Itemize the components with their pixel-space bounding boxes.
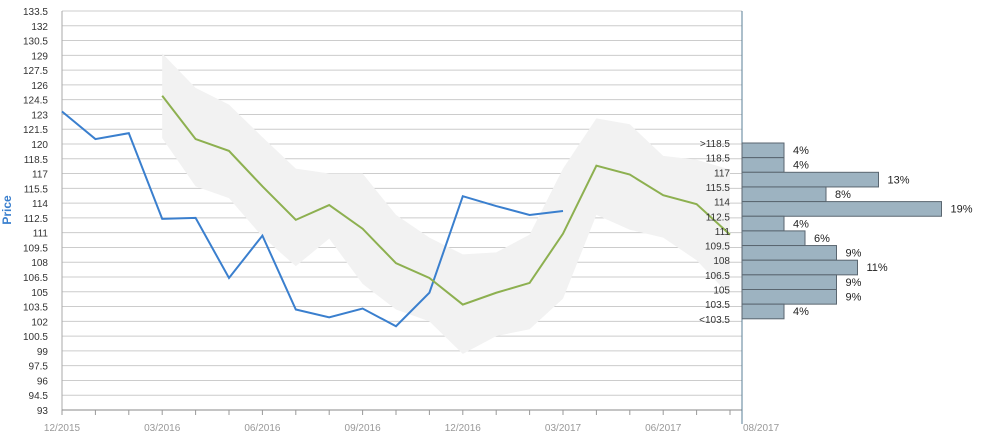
series-line-2 [161, 95, 731, 306]
y-tick-label: 96 [37, 376, 49, 387]
y-tick-label: 102 [31, 317, 48, 328]
y-tick-label: 121.5 [23, 125, 48, 136]
histogram-bar [741, 142, 785, 159]
histogram-bin-label: >118.5 [700, 139, 731, 150]
y-tick-label: 93 [37, 406, 49, 417]
histogram-bin-label: 115.5 [706, 183, 731, 194]
y-axis-title: Price [0, 195, 14, 225]
y-tick-label: 94.5 [29, 391, 49, 402]
histogram-percent-label: 19% [951, 204, 973, 216]
confidence-band [162, 53, 730, 354]
histogram-bar [741, 157, 785, 173]
band-area [162, 53, 730, 354]
histogram-bin-label: 114 [714, 198, 730, 209]
histogram-bar [741, 215, 785, 232]
histogram-bar [741, 171, 879, 188]
histogram-percent-label: 11% [867, 262, 888, 274]
y-tick-label: 127.5 [23, 66, 48, 77]
y-tick-label: 103.5 [23, 303, 48, 314]
y-tick-label: 126 [31, 81, 48, 92]
y-tick-label: 108 [31, 258, 48, 269]
y-tick-label: 132 [31, 22, 48, 33]
y-tick-label: 133.5 [23, 7, 48, 18]
histogram-bin-label: 112.5 [706, 212, 731, 223]
y-tick-label: 130.5 [23, 37, 48, 48]
histogram-bar [741, 289, 837, 305]
histogram-bin-label: 103.5 [705, 300, 730, 311]
y-tick-label: 109.5 [23, 243, 48, 254]
y-tick-label: 124.5 [23, 96, 48, 107]
x-tick-label: 03/2017 [545, 423, 582, 434]
histogram-percent-label: 4% [793, 145, 809, 157]
histogram-bar [741, 274, 837, 291]
histogram-bin-label: 105 [713, 286, 730, 297]
histogram: >118.5 4% 118.5 4% 117 13% 115.5 8% 114 19% 112.5 4… [699, 139, 973, 326]
histogram-bin-label: 111 [715, 227, 731, 238]
y-tick-label: 117 [32, 170, 48, 181]
histogram-percent-label: 9% [846, 248, 862, 260]
histogram-percent-label: 4% [793, 218, 809, 230]
histogram-bar [741, 230, 806, 247]
y-tick-label: 99 [37, 347, 49, 358]
x-tick-label: 03/2016 [144, 423, 181, 434]
histogram-bin-label: <103.5 [699, 315, 730, 326]
histogram-percent-label: 4% [793, 160, 809, 172]
y-tick-label: 123 [31, 110, 48, 121]
x-axis: 12/2015 03/2016 06/2016 09/2016 12/2016 03/20… [44, 410, 780, 434]
histogram-bin-label: 109.5 [705, 242, 730, 253]
y-tick-label: 120 [31, 140, 48, 151]
histogram-bar [741, 259, 858, 276]
histogram-bin-label: 106.5 [705, 271, 730, 282]
y-tick-label: 111 [33, 229, 49, 240]
y-tick-label: 129 [31, 51, 48, 62]
y-tick-label: 100.5 [23, 332, 48, 343]
histogram-bar [741, 245, 837, 261]
histogram-percent-label: 4% [793, 306, 809, 318]
y-tick-label: 112.5 [24, 214, 49, 225]
x-tick-label: 08/2017 [743, 423, 780, 434]
histogram-percent-label: 9% [846, 292, 862, 304]
y-tick-label: 114 [32, 199, 48, 210]
histogram-bin-label: 108 [713, 256, 730, 267]
x-tick-label: 12/2016 [445, 423, 482, 434]
y-tick-label: 118.5 [24, 155, 49, 166]
y-tick-label: 105 [31, 288, 48, 299]
series-lines [61, 95, 731, 328]
y-tick-label: 97.5 [29, 362, 49, 373]
histogram-bar [741, 201, 942, 217]
x-tick-label: 12/2015 [44, 423, 81, 434]
histogram-bar [741, 303, 785, 320]
y-axis: 133.5 132 130.5 129 127.5 126 124.5 123 121.5 120… [23, 7, 48, 417]
y-tick-label: 106.5 [23, 273, 48, 284]
histogram-percent-label: 13% [888, 174, 910, 186]
series-line-1 [61, 110, 564, 328]
x-tick-label: 06/2017 [645, 423, 682, 434]
y-tick-label: 115.5 [24, 184, 49, 195]
histogram-bar [741, 186, 827, 203]
histogram-percent-label: 8% [835, 189, 851, 201]
histogram-bin-label: 117 [714, 168, 730, 179]
histogram-bin-label: 118.5 [706, 154, 731, 165]
histogram-percent-label: 6% [814, 233, 830, 245]
x-tick-label: 06/2016 [244, 423, 281, 434]
x-tick-label: 09/2016 [345, 423, 382, 434]
histogram-percent-label: 9% [846, 277, 862, 289]
